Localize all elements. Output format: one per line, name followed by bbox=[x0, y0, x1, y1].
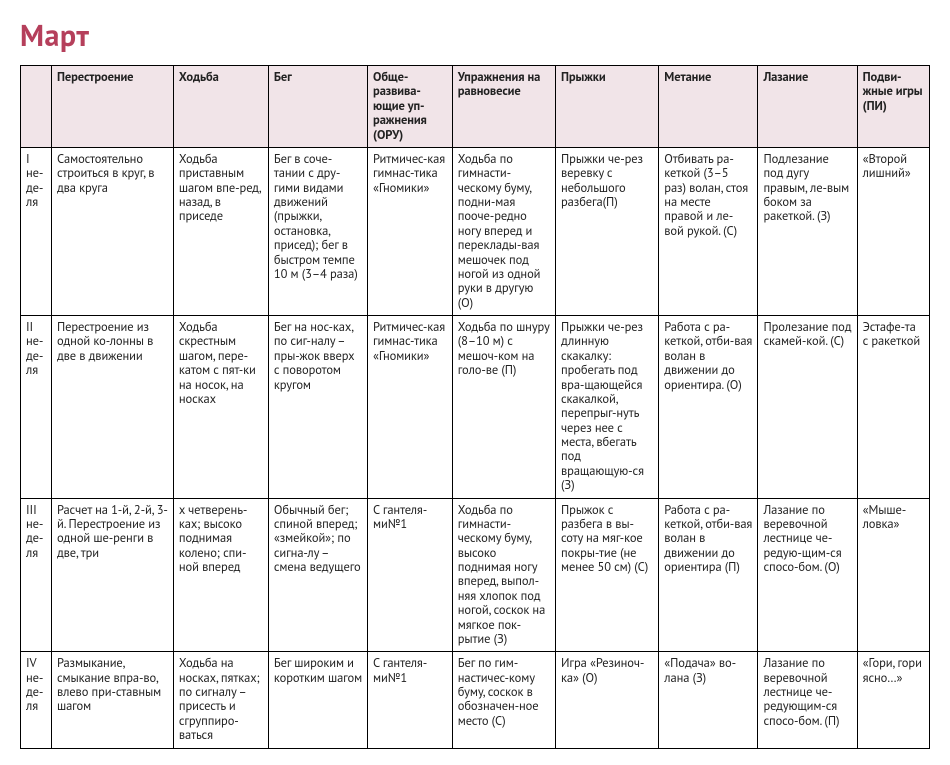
cell: Прыжок с разбега в вы-соту на мяг-кое по… bbox=[556, 498, 659, 652]
cell: Размыкание, смыкание впра-во, влево при-… bbox=[51, 652, 173, 748]
col-header: Метание bbox=[659, 66, 758, 148]
cell: «Подача» во-лана (З) bbox=[659, 652, 758, 748]
cell: Ритмичес-кая гимнас-тика «Гномики» bbox=[368, 147, 453, 315]
cell: Эстафе-та с ракеткой bbox=[857, 316, 929, 499]
page-title: Март bbox=[20, 16, 930, 55]
table-row: II не-де-ля Перестроение из одной ко-лон… bbox=[21, 316, 930, 499]
cell: Игра «Резиноч-ка» (О) bbox=[556, 652, 659, 748]
cell: Бег в соче-тании с дру-гими видами движе… bbox=[268, 147, 367, 315]
cell: «Мыше-ловка» bbox=[857, 498, 929, 652]
table-row: IV не-де-ля Размыкание, смыкание впра-во… bbox=[21, 652, 930, 748]
col-header: Прыжки bbox=[556, 66, 659, 148]
cell: Ритмичес-кая гимнас-тика «Гномики» bbox=[368, 316, 453, 499]
cell: Подлезание под дугу правым, ле-вым боком… bbox=[758, 147, 857, 315]
table-row: I не-де-ля Самостоятельно строиться в кр… bbox=[21, 147, 930, 315]
cell: «Второй лишний» bbox=[857, 147, 929, 315]
cell: «Гори, гори ясно…» bbox=[857, 652, 929, 748]
cell: Ходьба скрестным шагом, пере-катом с пят… bbox=[173, 316, 268, 499]
row-label: I не-де-ля bbox=[21, 147, 52, 315]
cell: С гантеля-ми№1 bbox=[368, 652, 453, 748]
cell: Самостоятельно строиться в круг, в два к… bbox=[51, 147, 173, 315]
cell: Работа с ра-кеткой, отби-вая волан в дви… bbox=[659, 498, 758, 652]
cell: Отбивать ра-кеткой (3–5 раз) волан, стоя… bbox=[659, 147, 758, 315]
cell: Ходьба приставным шагом впе-ред, назад, … bbox=[173, 147, 268, 315]
table-header-row: Перестроение Ходьба Бег Обще-развива-ющи… bbox=[21, 66, 930, 148]
col-header bbox=[21, 66, 52, 148]
table-row: III не-де-ля Расчет на 1-й, 2-й, 3-й. Пе… bbox=[21, 498, 930, 652]
cell: х четверень-ках; высоко поднимая колено;… bbox=[173, 498, 268, 652]
cell: С гантеля-ми№1 bbox=[368, 498, 453, 652]
cell: Лазание по веревочной лестнице че-редующ… bbox=[758, 652, 857, 748]
cell: Ходьба по гимнасти-ческому буму, подни-м… bbox=[452, 147, 555, 315]
cell: Обычный бег; спиной вперед; «змейкой»; п… bbox=[268, 498, 367, 652]
col-header: Перестроение bbox=[51, 66, 173, 148]
col-header: Подви-жные игры (ПИ) bbox=[857, 66, 929, 148]
cell: Работа с ра-кеткой, отби-вая волан в дви… bbox=[659, 316, 758, 499]
cell: Бег широким и коротким шагом bbox=[268, 652, 367, 748]
cell: Ходьба на носках, пятках; по сигналу – п… bbox=[173, 652, 268, 748]
col-header: Упражнения на равновесие bbox=[452, 66, 555, 148]
col-header: Лазание bbox=[758, 66, 857, 148]
col-header: Ходьба bbox=[173, 66, 268, 148]
cell: Бег по гим-настичес-кому буму, соскок в … bbox=[452, 652, 555, 748]
cell: Расчет на 1-й, 2-й, 3-й. Перестроение из… bbox=[51, 498, 173, 652]
col-header: Обще-развива-ющие уп-ражнения (ОРУ) bbox=[368, 66, 453, 148]
row-label: IV не-де-ля bbox=[21, 652, 52, 748]
cell: Бег на нос-ках, по сиг-налу – пры-жок вв… bbox=[268, 316, 367, 499]
row-label: II не-де-ля bbox=[21, 316, 52, 499]
cell: Лазание по веревочной лестнице че-редую-… bbox=[758, 498, 857, 652]
cell: Прыжки че-рез длинную скакалку: пробегат… bbox=[556, 316, 659, 499]
cell: Перестроение из одной ко-лонны в две в д… bbox=[51, 316, 173, 499]
col-header: Бег bbox=[268, 66, 367, 148]
schedule-table: Перестроение Ходьба Бег Обще-развива-ющи… bbox=[20, 65, 930, 749]
row-label: III не-де-ля bbox=[21, 498, 52, 652]
cell: Прыжки че-рез веревку с небольшого разбе… bbox=[556, 147, 659, 315]
cell: Пролезание под скамей-кой. (С) bbox=[758, 316, 857, 499]
cell: Ходьба по гимнасти-ческому буму, высоко … bbox=[452, 498, 555, 652]
cell: Ходьба по шнуру (8–10 м) с мешоч-ком на … bbox=[452, 316, 555, 499]
